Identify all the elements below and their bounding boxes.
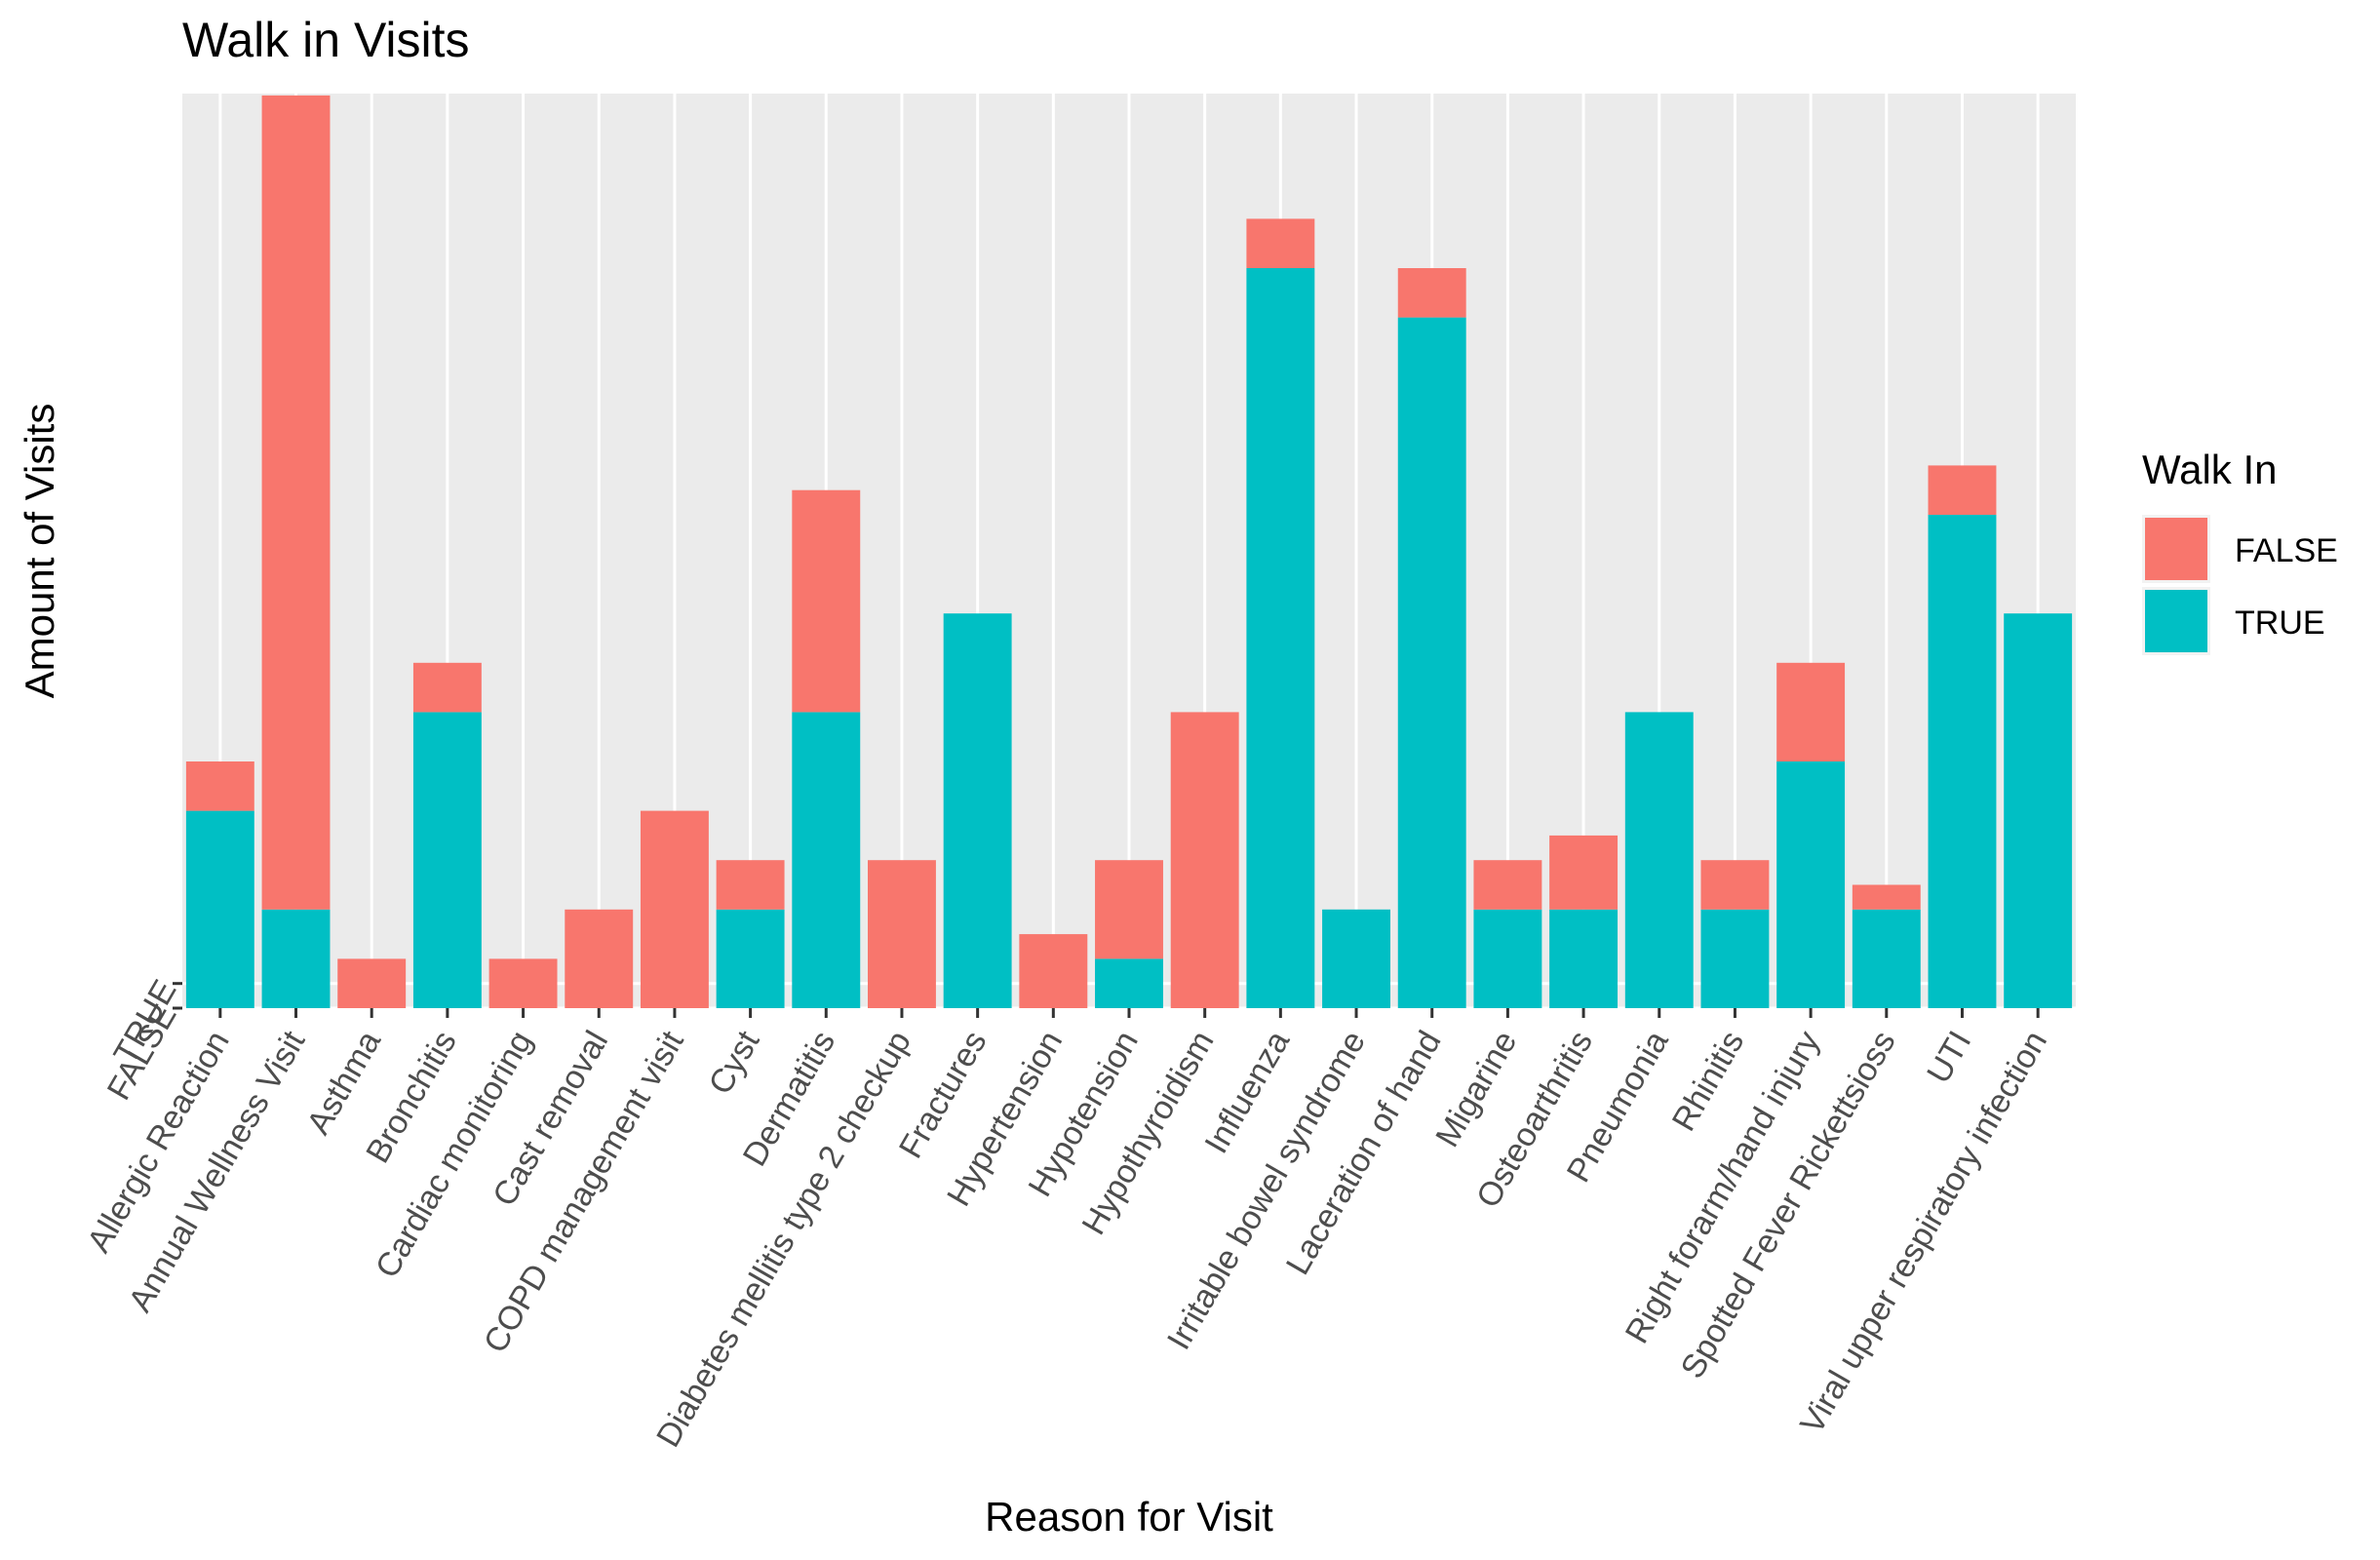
x-tick-label: Rhinitis	[1665, 1025, 1752, 1138]
legend-title: Walk In	[2142, 447, 2277, 492]
legend: Walk In FALSE TRUE	[2142, 447, 2338, 655]
bar-true	[1473, 909, 1542, 1008]
bar-false	[1019, 934, 1088, 1008]
bar-false	[488, 958, 558, 1008]
y-axis-title: Amount of Visits	[17, 404, 62, 699]
bar-true	[1852, 909, 1921, 1008]
bar-false	[1170, 712, 1239, 1008]
bar-true	[185, 810, 254, 1008]
bar-true	[1776, 761, 1846, 1008]
legend-label: FALSE	[2235, 532, 2338, 569]
bar-true	[716, 909, 785, 1008]
bar-true	[412, 712, 482, 1008]
bar-false	[1549, 835, 1619, 910]
legend-key-swatch	[2145, 518, 2207, 580]
bar-false	[1246, 218, 1315, 268]
bar-false	[716, 860, 785, 910]
bar-false	[640, 810, 709, 1008]
legend-items: FALSE TRUE	[2142, 515, 2338, 655]
bar-false	[337, 958, 407, 1008]
bar-false	[185, 761, 254, 811]
bar-false	[412, 662, 482, 713]
bar-true	[1246, 268, 1315, 1008]
bar-false	[565, 909, 634, 1008]
bar-true	[1095, 958, 1163, 1008]
bar-false	[1928, 465, 1997, 515]
bar-false	[261, 95, 331, 910]
bar-false	[1852, 884, 1921, 910]
bar-false	[1776, 662, 1846, 761]
bar-true	[1700, 909, 1770, 1008]
x-axis-title: Reason for Visit	[985, 1494, 1273, 1540]
bar-false	[1700, 860, 1770, 910]
legend-key-swatch	[2145, 590, 2207, 652]
bar-true	[1624, 712, 1694, 1008]
bar-false	[1095, 860, 1163, 959]
x-tick-label: Cyst	[702, 1025, 767, 1101]
bars	[185, 95, 2073, 1009]
chart-title: Walk in Visits	[182, 13, 470, 67]
bar-false	[1397, 268, 1466, 318]
legend-label: TRUE	[2235, 604, 2325, 642]
bar-true	[261, 909, 331, 1008]
x-tick-label: Viral upper respiratory infection	[1793, 1025, 2054, 1440]
bar-true	[1928, 515, 1997, 1008]
bar-true	[943, 613, 1012, 1008]
bar-false	[868, 860, 936, 1008]
bar-true	[2004, 613, 2073, 1008]
bar-true	[792, 712, 861, 1008]
bar-true	[1322, 909, 1390, 1008]
x-tick-label: UTI	[1920, 1025, 1978, 1089]
bar-false	[792, 489, 861, 713]
bar-true	[1397, 317, 1466, 1009]
bar-false	[1473, 860, 1542, 910]
bar-true	[1549, 909, 1619, 1008]
